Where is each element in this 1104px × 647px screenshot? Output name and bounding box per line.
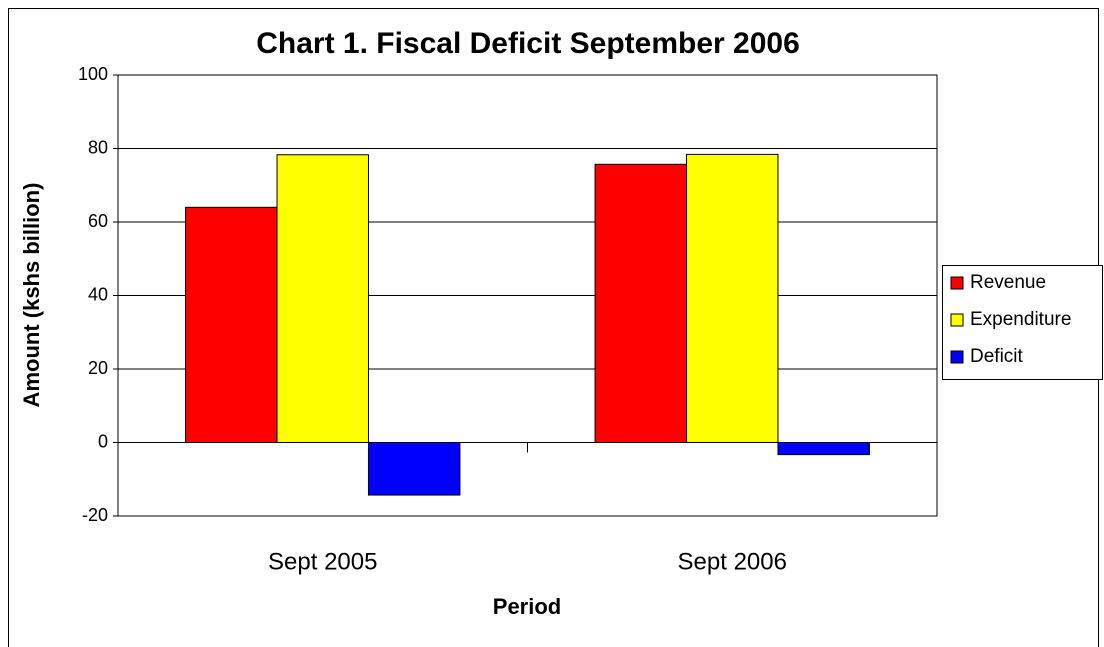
x-axis-label: Period bbox=[493, 594, 561, 619]
y-tick-label: 20 bbox=[88, 358, 108, 378]
chart-title: Chart 1. Fiscal Deficit September 2006 bbox=[256, 27, 800, 60]
y-tick-label: 80 bbox=[88, 137, 108, 157]
y-tick-label: 60 bbox=[88, 211, 108, 231]
bar bbox=[777, 442, 870, 456]
legend bbox=[942, 265, 1103, 380]
y-tick-label: 40 bbox=[88, 284, 108, 304]
bar bbox=[594, 163, 688, 444]
legend-label: Revenue bbox=[970, 272, 1046, 293]
y-tick-label: 0 bbox=[98, 431, 108, 451]
legend-swatch bbox=[950, 276, 964, 290]
x-tick-label: Sept 2006 bbox=[678, 548, 787, 575]
legend-label: Deficit bbox=[970, 346, 1024, 367]
y-axis-label: Amount (kshs billion) bbox=[19, 183, 44, 408]
bar bbox=[686, 153, 779, 443]
y-tick-label: -20 bbox=[82, 505, 108, 525]
legend-swatch bbox=[950, 313, 964, 327]
legend-label: Expenditure bbox=[970, 309, 1071, 330]
x-tick-label: Sept 2005 bbox=[268, 548, 377, 575]
bar bbox=[367, 442, 461, 496]
bar bbox=[276, 154, 369, 443]
legend-swatch bbox=[950, 350, 964, 364]
bar bbox=[185, 206, 278, 443]
y-tick-label: 100 bbox=[78, 64, 108, 84]
